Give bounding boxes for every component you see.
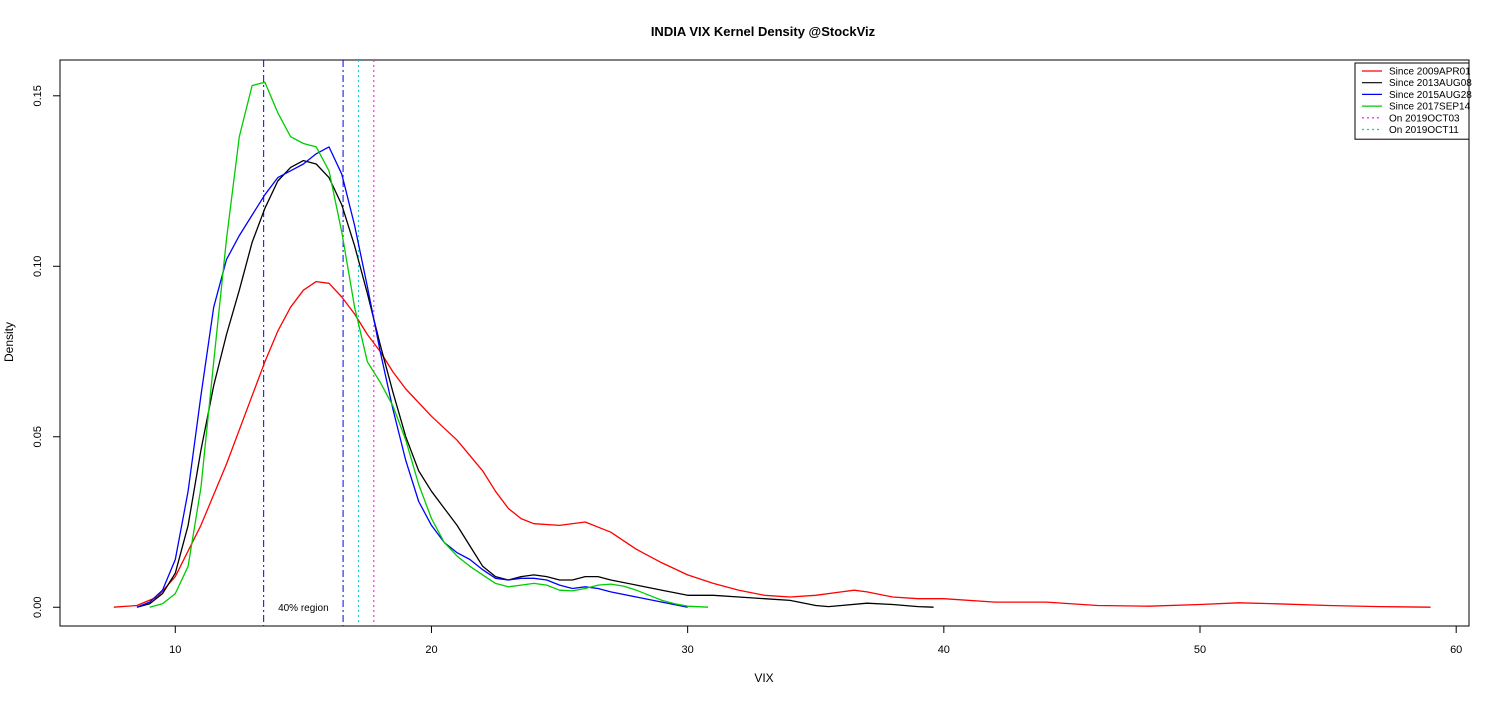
- x-tick-label-10: 10: [169, 644, 181, 656]
- annotation-40-region: 40% region: [278, 603, 329, 614]
- series-line-since-2017sep14: [149, 81, 709, 608]
- y-tick-label-2: 0.10: [32, 256, 44, 277]
- x-tick-label-30: 30: [682, 644, 694, 656]
- series-line-since-2013aug08: [136, 159, 934, 608]
- vertical-reference-lines: [263, 60, 375, 626]
- chart-title: INDIA VIX Kernel Density @StockViz: [651, 24, 876, 39]
- series-line-since-2015aug28: [136, 146, 688, 608]
- legend-label-since-2017sep14: Since 2017SEP14: [1389, 102, 1471, 113]
- legend-label-since-2013aug08: Since 2013AUG08: [1389, 78, 1472, 89]
- series-line-since-2009apr01: [113, 280, 1431, 608]
- legend-label-since-2009apr01: Since 2009APR01: [1389, 67, 1471, 78]
- density-series: [113, 81, 1431, 608]
- legend-label-on-2019oct11: On 2019OCT11: [1389, 125, 1459, 136]
- y-axis-label: Density: [2, 322, 16, 362]
- legend-label-on-2019oct03: On 2019OCT03: [1389, 113, 1460, 124]
- x-tick-label-50: 50: [1194, 644, 1206, 656]
- legend-label-since-2015aug28: Since 2015AUG28: [1389, 90, 1472, 101]
- chart-annotations: 40% region: [278, 603, 329, 614]
- x-tick-label-40: 40: [938, 644, 950, 656]
- legend-box: [1354, 62, 1470, 140]
- y-tick-label-1: 0.05: [32, 426, 44, 447]
- y-tick-label-0: 0.00: [32, 597, 44, 618]
- x-axis-label: VIX: [754, 671, 773, 685]
- plot-frame: [59, 59, 1470, 627]
- y-axis: 0.00 0.05 0.10 0.15: [32, 85, 60, 618]
- x-tick-label-20: 20: [425, 644, 437, 656]
- x-tick-label-60: 60: [1450, 644, 1462, 656]
- x-axis: 10 20 30 40 50 60: [169, 626, 1462, 656]
- y-tick-label-3: 0.15: [32, 85, 44, 106]
